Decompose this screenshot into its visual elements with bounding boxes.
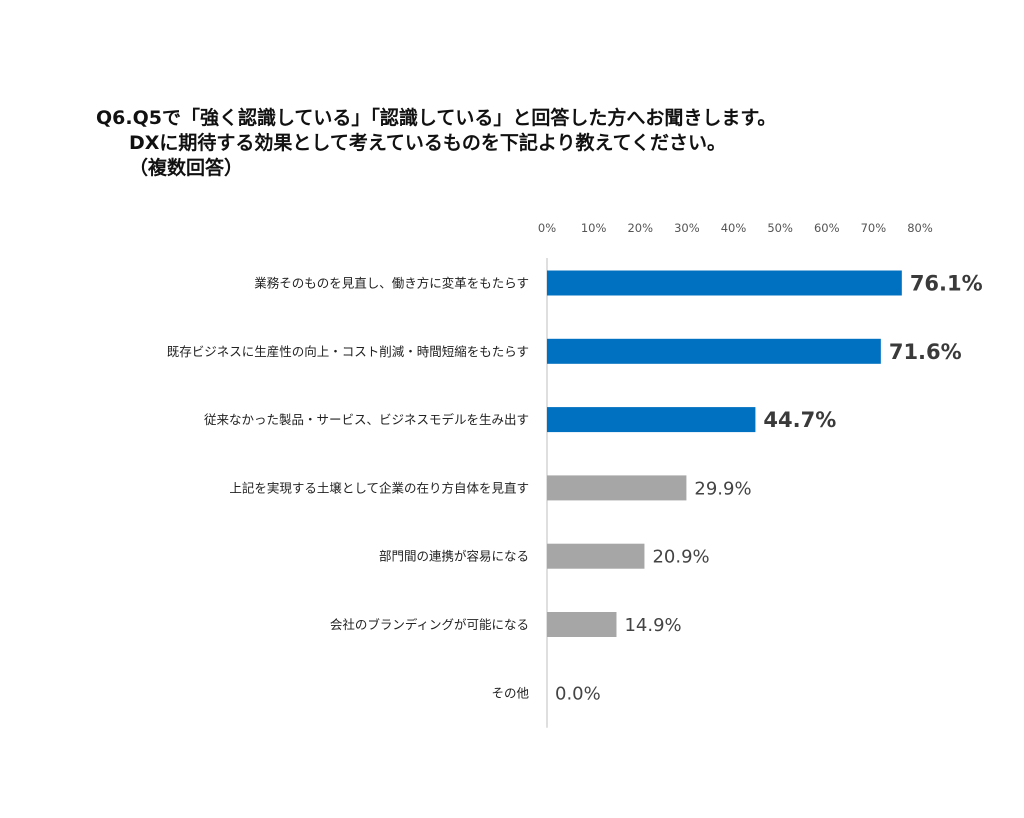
bar xyxy=(547,612,617,637)
category-label: 部門間の連携が容易になる xyxy=(379,549,529,564)
bar xyxy=(547,475,687,501)
x-tick-label: 60% xyxy=(814,221,840,235)
bar xyxy=(547,270,902,296)
x-tick-label: 80% xyxy=(907,221,933,235)
bar xyxy=(547,407,756,433)
x-tick-label: 50% xyxy=(767,221,793,235)
data-label: 20.9% xyxy=(652,547,709,568)
data-label: 29.9% xyxy=(694,478,751,499)
data-label: 76.1% xyxy=(910,272,983,296)
x-tick-label: 40% xyxy=(721,221,747,235)
data-label: 0.0% xyxy=(555,683,601,704)
x-tick-label: 20% xyxy=(627,221,653,235)
data-label: 44.7% xyxy=(763,408,836,432)
bar xyxy=(547,338,881,364)
category-label: 上記を実現する土壌として企業の在り方自体を見直す xyxy=(229,480,529,495)
data-label: 71.6% xyxy=(889,340,962,364)
x-tick-label: 30% xyxy=(674,221,700,235)
data-label: 14.9% xyxy=(624,615,681,636)
category-label: 従来なかった製品・サービス、ビジネスモデルを生み出す xyxy=(204,412,529,427)
category-label: 既存ビジネスに生産性の向上・コスト削減・時間短縮をもたらす xyxy=(167,344,529,359)
title-line-1: Q6.Q5で「強く認識している」「認識している」と回答した方へお聞きします。 xyxy=(96,107,777,129)
bar xyxy=(547,543,645,569)
category-label: その他 xyxy=(491,685,529,700)
title-line-2: DXに期待する効果として考えているものを下記より教えてください。 xyxy=(129,132,727,154)
chart-title: Q6.Q5で「強く認識している」「認識している」と回答した方へお聞きします。 D… xyxy=(96,106,776,181)
x-tick-label: 10% xyxy=(581,221,607,235)
x-tick-label: 0% xyxy=(538,221,556,235)
title-line-3: （複数回答） xyxy=(129,157,244,179)
x-tick-label: 70% xyxy=(861,221,887,235)
category-label: 業務そのものを見直し、働き方に変革をもたらす xyxy=(254,276,529,291)
category-label: 会社のブランディングが可能になる xyxy=(330,617,529,632)
